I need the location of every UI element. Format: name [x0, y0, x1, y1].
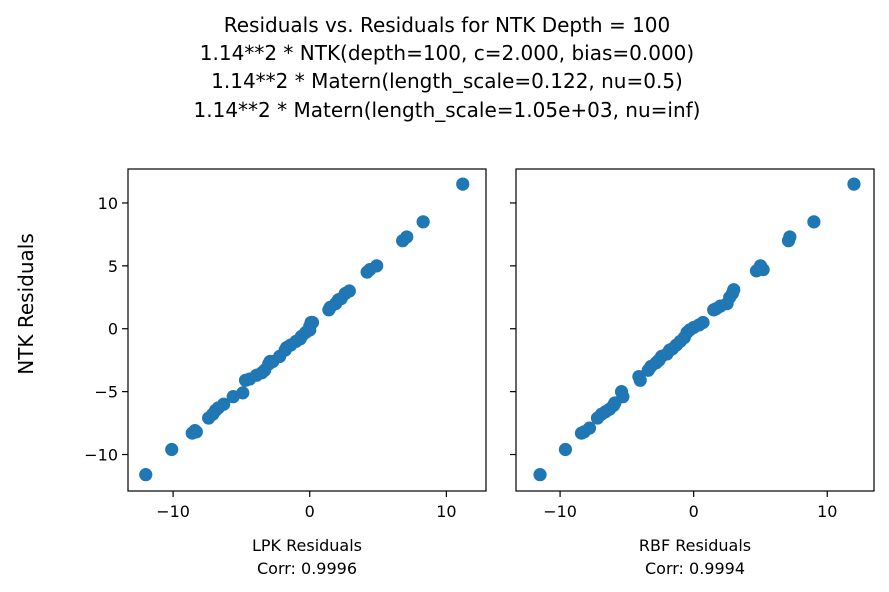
figure-title-line-4: 1.14**2 * Matern(length_scale=1.05e+03, … — [194, 98, 701, 122]
data-point — [165, 442, 179, 457]
x-tick-label: 10 — [436, 502, 456, 521]
figure-title-line-1: Residuals vs. Residuals for NTK Depth = … — [224, 13, 671, 37]
data-point — [783, 230, 797, 244]
figure-title-line-3: 1.14**2 * Matern(length_scale=0.122, nu=… — [211, 69, 683, 93]
data-point — [696, 315, 710, 330]
data-point — [305, 315, 320, 330]
data-point — [217, 397, 231, 411]
x-tick-label: −10 — [543, 502, 577, 521]
y-tick-label: 10 — [98, 194, 118, 213]
x-tick-label: 0 — [305, 502, 315, 521]
y-tick-label: −5 — [94, 383, 118, 402]
scatter-panel-rbf: −10 0 10 RBF Residuals Corr: 0.9994 — [510, 168, 875, 578]
figure-title-line-2: 1.14**2 * NTK(depth=100, c=2.000, bias=0… — [200, 41, 694, 65]
x-tick-label: 10 — [817, 502, 837, 521]
y-tick-label: 0 — [108, 320, 118, 339]
x-axis-label: LPK Residuals — [252, 536, 362, 555]
data-point — [616, 390, 630, 404]
y-tick-label: −10 — [84, 446, 118, 465]
data-point — [727, 283, 741, 297]
data-point — [236, 386, 250, 400]
data-point — [807, 215, 821, 229]
data-point — [582, 421, 597, 435]
data-point — [370, 259, 384, 273]
data-point — [400, 230, 414, 244]
data-point — [456, 177, 470, 191]
axes-frame — [127, 168, 487, 492]
x-tick-label: 0 — [689, 502, 699, 521]
data-point — [533, 468, 547, 482]
x-axis-label: RBF Residuals — [639, 536, 751, 555]
data-point — [139, 468, 153, 482]
data-point — [558, 442, 573, 457]
data-point — [633, 373, 647, 387]
y-tick-label: 5 — [108, 257, 118, 276]
correlation-label: Corr: 0.9994 — [645, 559, 745, 578]
data-point — [189, 425, 203, 439]
scatter-panel-lpk: −10 0 10 −10 −5 0 5 10 LPK Residuals Corr: 0.9996 — [84, 168, 487, 578]
x-tick-label: −10 — [156, 502, 190, 521]
data-point — [416, 215, 430, 229]
shared-y-axis-label: NTK Residuals — [14, 233, 38, 375]
data-point — [342, 284, 356, 298]
data-point — [847, 177, 861, 191]
data-point — [756, 263, 770, 277]
axes-frame — [515, 168, 875, 492]
correlation-label: Corr: 0.9996 — [257, 559, 357, 578]
